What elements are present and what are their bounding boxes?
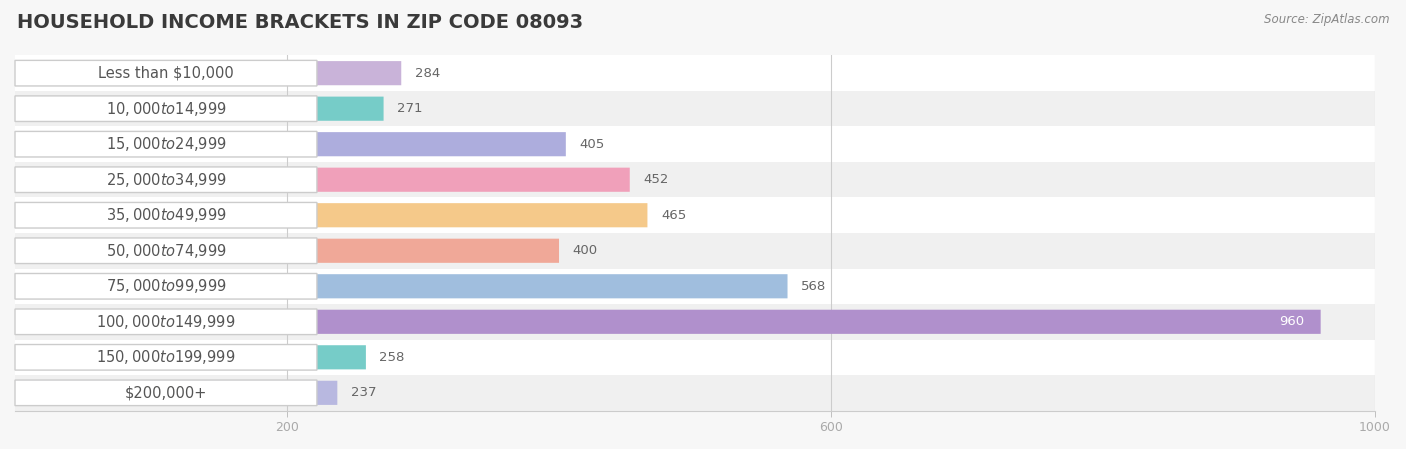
Bar [15,233,1375,269]
Bar [15,339,1375,375]
FancyBboxPatch shape [15,309,316,335]
Bar [15,127,1375,162]
FancyBboxPatch shape [15,381,337,405]
Text: 400: 400 [572,244,598,257]
FancyBboxPatch shape [15,97,384,121]
Text: 284: 284 [415,66,440,79]
FancyBboxPatch shape [15,273,316,299]
Text: 271: 271 [396,102,423,115]
Bar [15,269,1375,304]
Text: Less than $10,000: Less than $10,000 [98,66,233,81]
FancyBboxPatch shape [15,132,565,156]
FancyBboxPatch shape [15,60,316,86]
Text: 258: 258 [380,351,405,364]
Bar [15,375,1375,410]
Text: $25,000 to $34,999: $25,000 to $34,999 [105,171,226,189]
FancyBboxPatch shape [15,239,560,263]
FancyBboxPatch shape [15,167,630,192]
Text: $150,000 to $199,999: $150,000 to $199,999 [96,348,236,366]
FancyBboxPatch shape [15,202,316,228]
FancyBboxPatch shape [15,345,366,370]
Text: 405: 405 [579,138,605,151]
Text: $15,000 to $24,999: $15,000 to $24,999 [105,135,226,153]
FancyBboxPatch shape [15,96,316,122]
Text: $100,000 to $149,999: $100,000 to $149,999 [96,313,236,331]
FancyBboxPatch shape [15,132,316,157]
Text: Source: ZipAtlas.com: Source: ZipAtlas.com [1264,13,1389,26]
FancyBboxPatch shape [15,238,316,264]
Text: $200,000+: $200,000+ [125,385,207,401]
Text: 237: 237 [352,386,377,399]
Text: 452: 452 [644,173,669,186]
Text: $50,000 to $74,999: $50,000 to $74,999 [105,242,226,260]
Text: $35,000 to $49,999: $35,000 to $49,999 [105,206,226,224]
Bar [15,162,1375,198]
Bar [15,91,1375,127]
FancyBboxPatch shape [15,344,316,370]
Text: HOUSEHOLD INCOME BRACKETS IN ZIP CODE 08093: HOUSEHOLD INCOME BRACKETS IN ZIP CODE 08… [17,13,583,32]
FancyBboxPatch shape [15,380,316,405]
Text: 960: 960 [1279,315,1305,328]
Bar [15,55,1375,91]
Text: 465: 465 [661,209,686,222]
Text: $10,000 to $14,999: $10,000 to $14,999 [105,100,226,118]
FancyBboxPatch shape [15,167,316,193]
Bar [15,198,1375,233]
FancyBboxPatch shape [15,203,647,227]
Bar [15,304,1375,339]
Text: 568: 568 [801,280,827,293]
FancyBboxPatch shape [15,310,1320,334]
FancyBboxPatch shape [15,61,401,85]
Text: $75,000 to $99,999: $75,000 to $99,999 [105,277,226,295]
FancyBboxPatch shape [15,274,787,298]
